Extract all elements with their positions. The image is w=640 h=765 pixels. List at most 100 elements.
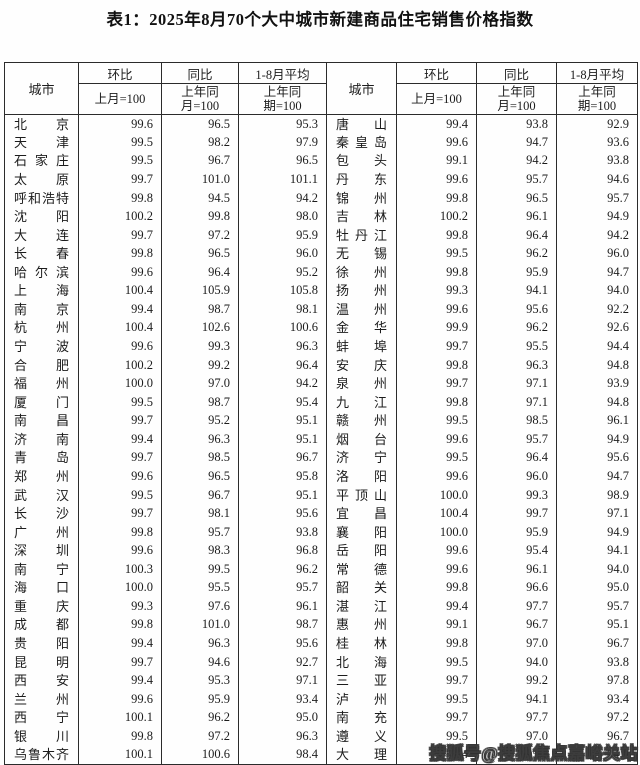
city-name: 太原 [14,171,69,187]
table-row: 沈阳 100.2 99.8 98.0 吉林 100.2 96.1 94.9 [4,207,638,226]
city-name: 呼和浩特 [14,190,69,206]
avg-value: 96.1 [238,597,327,616]
table-row: 银川 99.8 97.2 96.3 遵义 99.5 97.0 96.7 [4,727,638,746]
yoy-value: 95.5 [476,337,557,356]
table-row: 西宁 100.1 96.2 95.0 南充 99.7 97.7 97.2 [4,708,638,728]
city-name: 平顶山 [336,487,387,503]
city-cell: 唐山 [326,114,397,134]
avg-value: 94.7 [556,467,638,486]
avg-value: 96.1 [556,411,638,431]
city-cell: 西宁 [4,708,79,728]
city-cell: 常德 [326,560,397,579]
city-name: 襄阳 [336,524,387,540]
city-cell: 秦皇岛 [326,133,397,152]
table-row: 昆明 99.7 94.6 92.7 北海 99.5 94.0 93.8 [4,652,638,672]
city-cell: 岳阳 [326,541,397,560]
city-cell: 武汉 [4,485,79,505]
city-name: 广州 [14,524,69,540]
mom-value: 99.6 [396,560,477,579]
city-name: 青岛 [14,450,69,466]
table-row: 广州 99.8 95.7 93.8 襄阳 100.0 95.9 94.9 [4,522,638,542]
city-cell: 银川 [4,727,79,746]
city-cell: 贵阳 [4,634,79,653]
avg-value: 97.1 [238,671,327,690]
avg-value: 92.2 [556,300,638,319]
city-name: 大连 [14,227,69,243]
mom-value: 99.7 [396,374,477,393]
city-name: 唐山 [336,116,387,132]
city-name: 宜昌 [336,506,387,522]
city-name: 南充 [336,710,387,726]
city-name: 扬州 [336,283,387,299]
mom-value: 99.5 [396,244,477,263]
avg-value: 100.6 [238,318,327,338]
city-cell: 大连 [4,225,79,245]
yoy-value: 95.6 [476,300,557,319]
yoy-value: 95.7 [161,522,239,542]
avg-value: 94.6 [556,170,638,189]
table-row: 济南 99.4 96.3 95.1 烟台 99.6 95.7 94.9 [4,430,638,449]
city-cell: 无锡 [326,244,397,263]
yoy-value: 97.2 [161,225,239,245]
yoy-value: 95.4 [476,541,557,560]
yoy-value: 96.5 [476,188,557,208]
mom-value: 99.1 [396,615,477,635]
city-cell: 湛江 [326,597,397,616]
yoy-value: 99.3 [476,485,557,505]
yoy-value: 96.7 [476,615,557,635]
avg-value: 95.1 [556,615,638,635]
yoy-value: 95.9 [476,522,557,542]
yoy-value: 96.1 [476,207,557,226]
city-name: 惠州 [336,617,387,633]
yoy-value: 99.3 [161,337,239,356]
table-row: 呼和浩特 99.8 94.5 94.2 锦州 99.8 96.5 95.7 [4,188,638,208]
avg-value: 93.4 [556,689,638,709]
avg-value: 96.0 [238,244,327,263]
header-yoy-base-left: 上年同 月=100 [161,83,239,115]
yoy-value: 101.0 [161,615,239,635]
city-name: 桂林 [336,636,387,652]
city-cell: 上海 [4,281,79,301]
avg-value: 95.1 [238,411,327,431]
mom-value: 99.8 [396,225,477,245]
table-row: 海口 100.0 95.5 95.7 韶关 99.8 96.6 95.0 [4,578,638,598]
avg-value: 95.7 [238,578,327,598]
city-name: 包头 [336,153,387,169]
avg-value: 93.4 [238,689,327,709]
yoy-value: 96.7 [161,485,239,505]
city-cell: 韶关 [326,578,397,598]
yoy-value: 94.5 [161,188,239,208]
city-cell: 济宁 [326,448,397,468]
mom-value: 99.6 [78,337,162,356]
mom-value: 99.7 [396,708,477,728]
city-cell: 三亚 [326,671,397,690]
city-cell: 长沙 [4,504,79,523]
table-row: 深圳 99.6 98.3 96.8 岳阳 99.6 95.4 94.1 [4,541,638,560]
city-cell: 海口 [4,578,79,598]
table-row: 兰州 99.6 95.9 93.4 泸州 99.5 94.1 93.4 [4,689,638,709]
city-name: 长沙 [14,506,69,522]
yoy-value: 96.4 [476,448,557,468]
mom-value: 100.4 [78,318,162,338]
table-row: 乌鲁木齐 100.1 100.6 98.4 大理 99.4 95.8 94.0 [4,745,638,765]
city-cell: 安庆 [326,355,397,375]
watermark: 搜狐号@搜狐焦点嘉峪关站 [429,744,638,764]
avg-value: 95.6 [238,504,327,523]
yoy-value: 96.2 [161,708,239,728]
avg-value: 98.0 [238,207,327,226]
city-cell: 襄阳 [326,522,397,542]
mom-value: 99.8 [396,355,477,375]
city-cell: 温州 [326,300,397,319]
yoy-value: 95.7 [476,170,557,189]
table-row: 重庆 99.3 97.6 96.1 湛江 99.4 97.7 95.7 [4,597,638,616]
city-name: 成都 [14,617,69,633]
price-index-table: 城市 环比 同比 1-8月平均 城市 环比 同比 1-8月平均 上月=100 上… [4,62,638,765]
city-name: 昆明 [14,654,69,670]
avg-value: 94.0 [556,281,638,301]
avg-value: 93.6 [556,133,638,152]
table-row: 厦门 99.5 98.7 95.4 九江 99.8 97.1 94.8 [4,392,638,412]
city-name: 洛阳 [336,468,387,484]
city-name: 南昌 [14,413,69,429]
city-name: 深圳 [14,543,69,559]
city-name: 泉州 [336,376,387,392]
